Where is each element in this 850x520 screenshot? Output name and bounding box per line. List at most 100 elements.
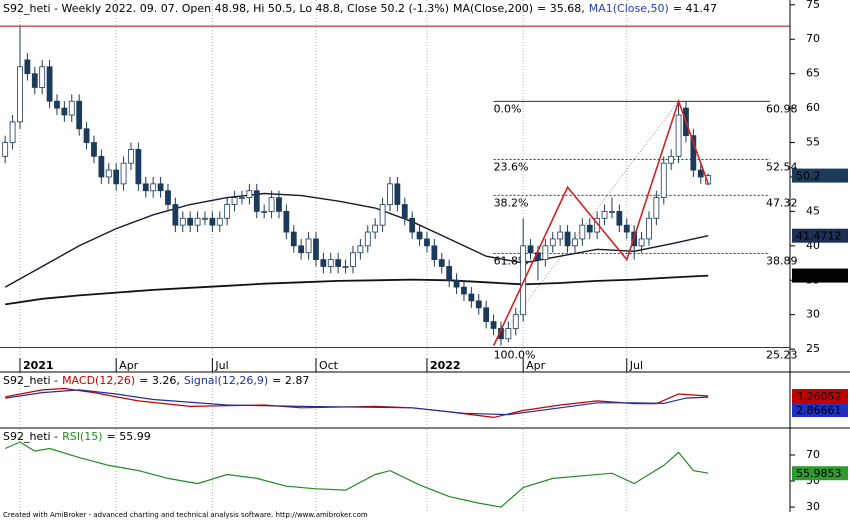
series-line <box>4 441 709 508</box>
legend-name: MA(Close,200) <box>453 2 533 15</box>
candle-body <box>431 245 438 260</box>
candle-body <box>557 231 564 240</box>
candle-body <box>468 293 475 302</box>
fib-value: 60.98 <box>766 102 798 115</box>
fib-value: 52.54 <box>766 160 798 173</box>
x-tick-label: Apr <box>119 359 139 372</box>
y-tick-label: 70 <box>806 32 820 45</box>
x-tick-label: Apr <box>526 359 546 372</box>
value-tag-label: 41.4712 <box>796 230 842 243</box>
legend-value: = 2.87 <box>272 374 309 387</box>
candle-body <box>113 169 120 185</box>
candle-body <box>572 238 578 247</box>
value-tag-label: 2.86661 <box>796 404 842 417</box>
candle-body <box>98 155 105 178</box>
candle-body <box>61 107 68 116</box>
candle-body <box>461 286 467 295</box>
candle-body <box>542 245 549 260</box>
candle-body <box>313 238 319 260</box>
candle-body <box>394 183 401 205</box>
y-tick-label: 55 <box>806 136 820 149</box>
value-tag <box>792 389 848 404</box>
candle-body <box>690 135 697 171</box>
candle-body <box>54 100 60 109</box>
candle-body <box>350 252 356 267</box>
candle-body <box>261 210 268 213</box>
footer: Created with AmiBroker - advanced charti… <box>3 511 368 519</box>
candle-body <box>9 121 16 143</box>
candle-body <box>253 190 260 212</box>
legend-name: RSI(15) <box>62 430 102 443</box>
value-tag-label: 35.6825 <box>796 270 842 283</box>
candle-body <box>290 231 297 247</box>
candle-body <box>653 197 660 219</box>
candle-body <box>216 217 223 226</box>
candle-body <box>409 217 416 233</box>
panel-header: S92_heti - Weekly 2022. 09. 07. Open 48.… <box>3 2 717 15</box>
candle-body <box>357 245 364 254</box>
fib-label: 38.2% <box>494 196 529 209</box>
x-tick-label: Jul <box>214 359 228 372</box>
value-tag-label: 50.2 <box>796 170 821 183</box>
candle-body <box>120 162 127 185</box>
candle-body <box>609 210 615 213</box>
y-tick-label: 60 <box>806 101 820 114</box>
candle-body <box>209 217 216 226</box>
candle-body <box>675 114 682 157</box>
candle-body <box>379 204 386 226</box>
candle-body <box>68 100 75 116</box>
candle-body <box>320 259 327 267</box>
candle-body <box>305 238 312 254</box>
y-tick-label: 30 <box>806 500 820 513</box>
value-tag-label: 55.9853 <box>796 467 842 480</box>
legend-value: = 35.68, <box>537 2 585 15</box>
candle-body <box>24 59 31 75</box>
fib-label: 0.0% <box>494 102 522 115</box>
y-tick-label: 30 <box>806 308 820 321</box>
candle-body <box>335 259 342 267</box>
candle-body <box>646 217 652 240</box>
x-tick-label: 2021 <box>23 359 54 372</box>
x-tick-label: Jul <box>629 359 643 372</box>
legend-value: = 3.26, <box>139 374 180 387</box>
y-tick-label: 45 <box>806 204 820 217</box>
zigzag-line <box>492 98 709 347</box>
candle-body <box>128 149 134 164</box>
candle-body <box>91 142 97 157</box>
candle-body <box>594 217 601 233</box>
candle-body <box>616 210 623 226</box>
candle-body <box>623 224 630 233</box>
candle-body <box>342 266 349 268</box>
value-tag <box>792 466 848 481</box>
x-tick-label: Oct <box>319 359 339 372</box>
candle-body <box>31 73 38 88</box>
candle-body <box>668 155 675 164</box>
candle-body <box>387 183 393 205</box>
candle-body <box>142 183 149 192</box>
candle-body <box>490 321 497 329</box>
candle-body <box>187 217 194 226</box>
series-line <box>5 274 709 306</box>
candle-body <box>194 217 201 226</box>
series-line <box>5 389 709 416</box>
candle-body <box>135 149 142 185</box>
fib-value: 47.32 <box>766 196 798 209</box>
legend-name: MACD(12,26) <box>62 374 135 387</box>
candle-body <box>364 231 371 247</box>
candle-body <box>276 197 282 212</box>
candle-body <box>564 231 571 247</box>
candle-body <box>46 66 53 102</box>
legend-value: = 55.99 <box>107 430 151 443</box>
y-tick-label: 75 <box>806 0 820 11</box>
x-tick-label: 2022 <box>430 359 461 372</box>
candle-body <box>76 100 83 130</box>
value-tag-label: 3.26052 <box>796 390 842 403</box>
candle-body <box>446 266 453 281</box>
y-tick-label: 25 <box>806 342 820 355</box>
fib-label: 100.0% <box>494 349 536 362</box>
candle-body <box>549 238 556 247</box>
candle-body <box>372 224 379 233</box>
panel-header: S92_heti - RSI(15) = 55.99 <box>3 430 151 443</box>
candle-body <box>416 231 423 240</box>
